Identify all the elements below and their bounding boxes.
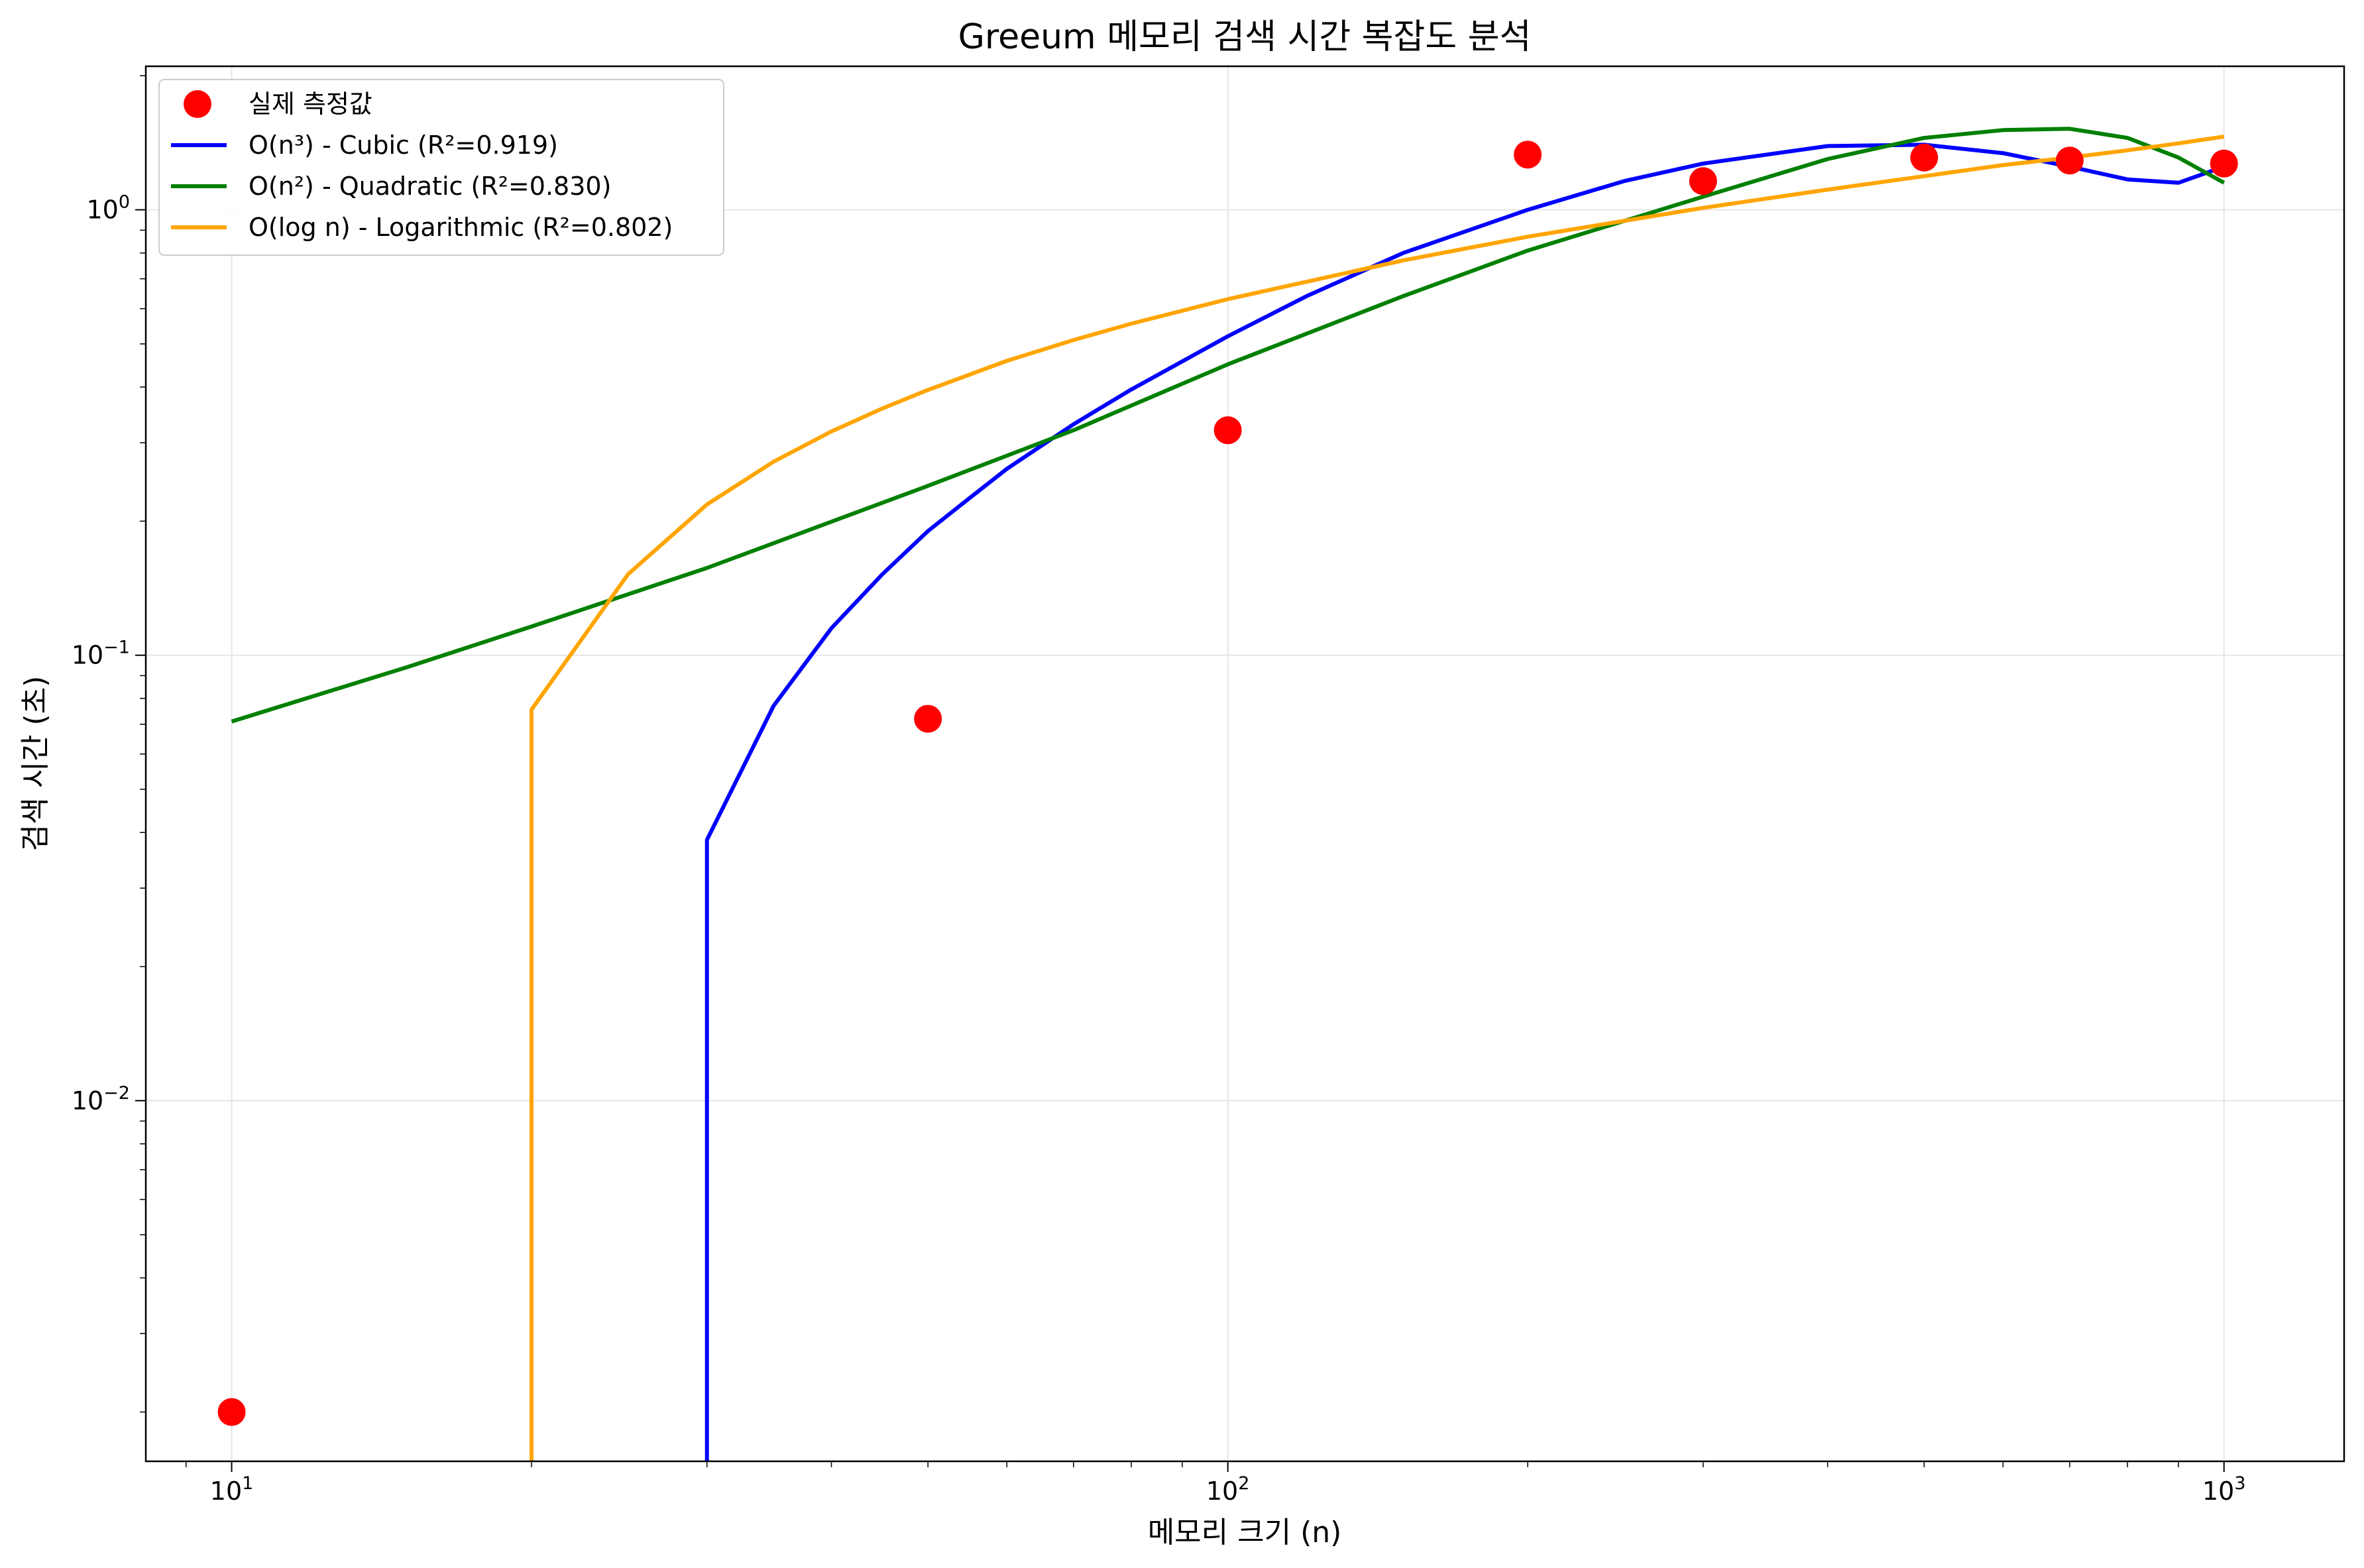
x-tick-label: 101 xyxy=(210,1473,254,1506)
scatter-layer xyxy=(217,140,2238,1426)
chart-title: Greeum 메모리 검색 시간 복잡도 분석 xyxy=(958,17,1532,57)
scatter-point xyxy=(914,704,942,733)
legend: 실제 측정값 O(n³) - Cubic (R²=0.919) O(n²) - Qu… xyxy=(158,79,724,256)
scatter-point xyxy=(2210,149,2238,178)
y-tick-label: 10−1 xyxy=(72,638,130,670)
x-axis-label: 메모리 크기 (n) xyxy=(1148,1516,1342,1549)
scatter-point xyxy=(1689,167,1717,196)
scatter-point xyxy=(1910,143,1939,172)
ticks: 101 102 103 10−2 10−1 100 xyxy=(72,75,2246,1506)
legend-label-0: O(n³) - Cubic (R²=0.919) xyxy=(249,131,558,160)
legend-box xyxy=(158,79,724,256)
series-line-1 xyxy=(231,127,2225,724)
series-line-0 xyxy=(704,142,2225,1461)
series-layer xyxy=(231,127,2225,1461)
y-tick-label: 10−2 xyxy=(72,1083,130,1115)
series-line-2 xyxy=(530,135,2225,1461)
legend-label-scatter: 실제 측정값 xyxy=(249,89,372,119)
scatter-point xyxy=(1514,140,1542,169)
scatter-point xyxy=(217,1398,246,1426)
y-axis-label: 검색 시간 (초) xyxy=(19,676,52,852)
y-tick-label: 100 xyxy=(86,192,130,225)
scatter-point xyxy=(1213,416,1242,445)
x-tick-label: 103 xyxy=(2202,1473,2246,1506)
x-tick-label: 102 xyxy=(1206,1473,1250,1506)
legend-label-2: O(log n) - Logarithmic (R²=0.802) xyxy=(249,213,673,242)
plot-frame xyxy=(144,65,2345,1463)
legend-label-1: O(n²) - Quadratic (R²=0.830) xyxy=(249,172,611,201)
plot-area xyxy=(146,66,2344,1461)
legend-marker-scatter xyxy=(184,90,211,118)
scatter-point xyxy=(2055,146,2084,175)
